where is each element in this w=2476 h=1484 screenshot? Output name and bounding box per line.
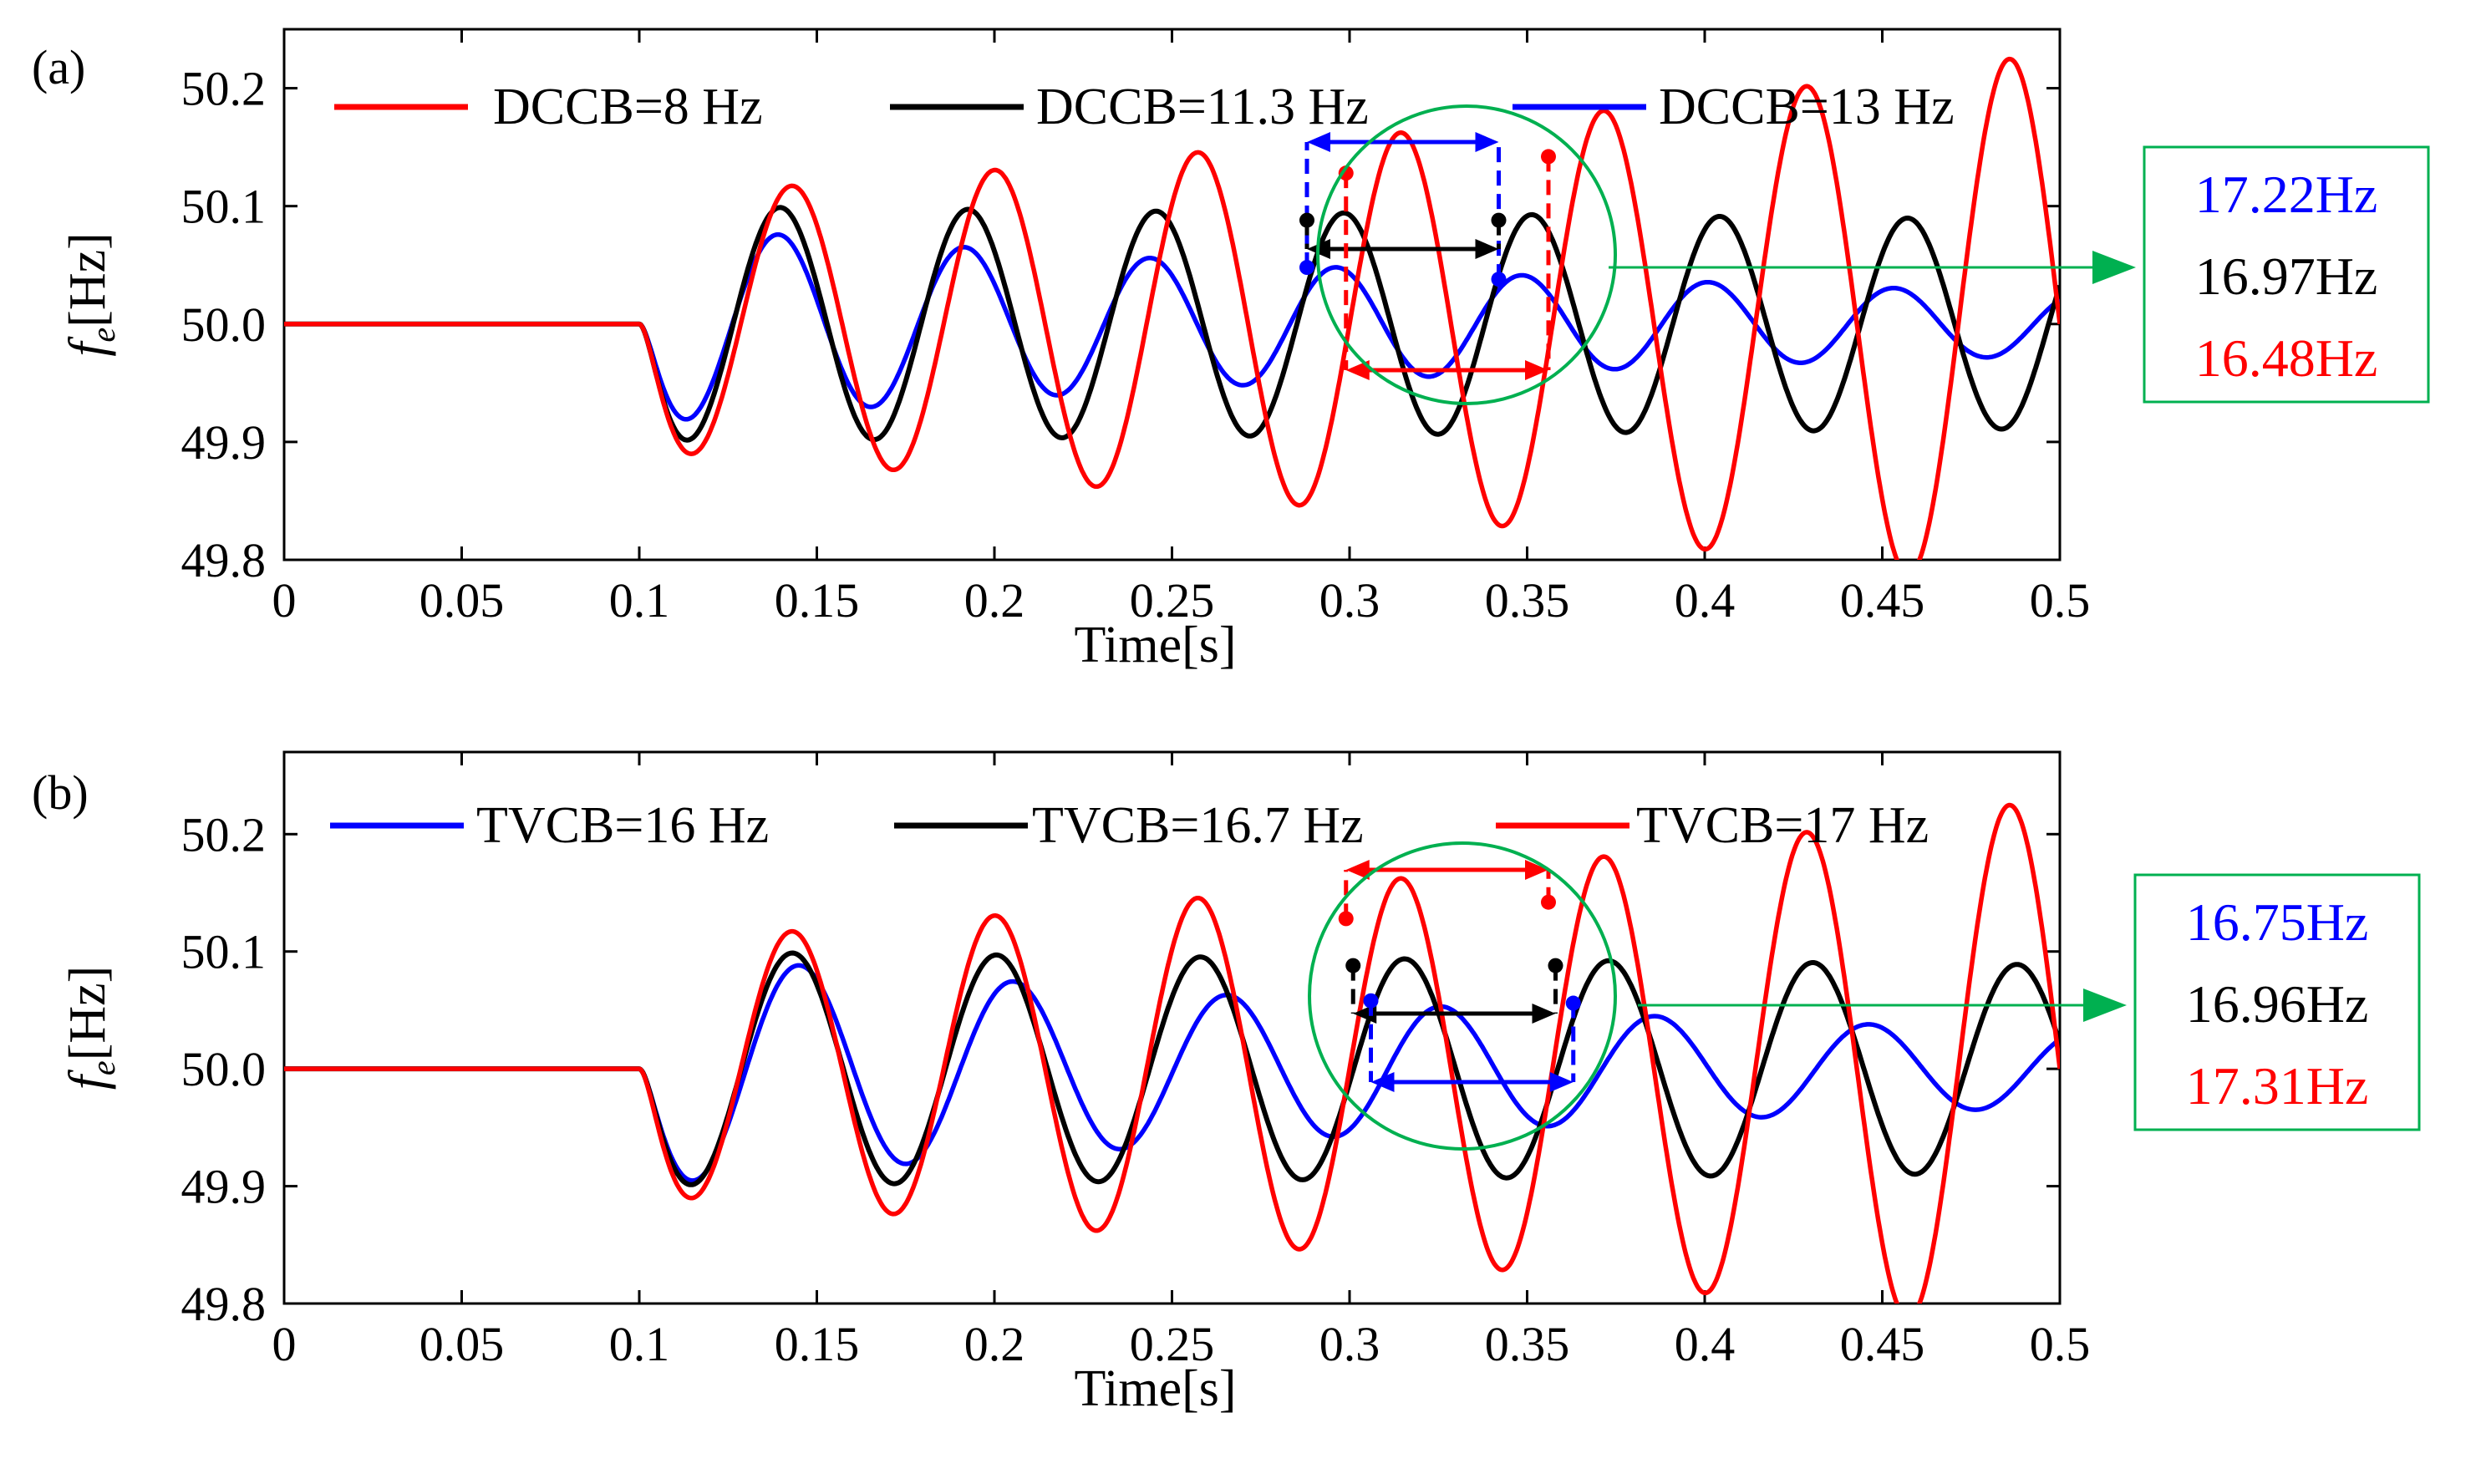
panel-label: (b) xyxy=(32,765,89,820)
series-line xyxy=(284,802,2060,1304)
x-tick-label: 0.4 xyxy=(1675,573,1736,628)
period-marker xyxy=(1338,860,1556,927)
x-tick-label: 0.45 xyxy=(1840,1317,1925,1371)
peak-dot xyxy=(1491,212,1507,228)
arrow-head-right xyxy=(1549,1072,1574,1092)
y-axis-label: fe[Hz] xyxy=(59,232,122,357)
highlight-circle xyxy=(1308,841,1617,1151)
x-tick-label: 0.1 xyxy=(609,573,670,628)
y-axis-label-unit: [Hz] xyxy=(59,966,116,1061)
y-tick-label: 49.8 xyxy=(181,1277,267,1331)
x-tick-label: 0.3 xyxy=(1319,1317,1380,1371)
legend-entry: TVCB=16 Hz xyxy=(476,797,769,854)
period-marker xyxy=(1345,958,1563,1024)
peak-dot xyxy=(1363,993,1379,1009)
peak-dot xyxy=(1338,165,1354,181)
arrow-head-right xyxy=(1532,1004,1556,1024)
chart-panel-b: (b) 0 0.05 0.1 0.15 0.2 0.25 0.3 0.35 0.4 0.45 0.5 5… xyxy=(32,750,2421,1417)
frequency-box xyxy=(2143,145,2430,404)
plot-area xyxy=(284,802,2060,1304)
panel-label: (a) xyxy=(32,40,85,94)
period-marker xyxy=(1299,132,1507,287)
x-tick-label: 0.25 xyxy=(1130,1317,1215,1371)
x-tick-label: 0 xyxy=(272,573,297,628)
x-tick-label: 0.05 xyxy=(419,573,505,628)
y-axis-label-subscript: e xyxy=(84,328,122,343)
frequency-label: 17.31Hz xyxy=(2186,1056,2369,1116)
peak-dot xyxy=(1541,149,1556,165)
x-tick-label: 0.15 xyxy=(775,1317,860,1371)
arrow-head-left xyxy=(1370,1072,1395,1092)
peak-dot xyxy=(1345,958,1361,973)
x-tick-label: 0.45 xyxy=(1840,573,1925,628)
y-axis-label-subscript: e xyxy=(84,1060,122,1075)
arrow-head-left xyxy=(1307,132,1330,152)
y-tick-label: 50.2 xyxy=(181,807,267,861)
legend-entry: TVCB=16.7 Hz xyxy=(1032,797,1364,854)
frequency-label: 16.75Hz xyxy=(2186,892,2369,952)
period-marker xyxy=(1338,149,1556,380)
legend-entry: TVCB=17 Hz xyxy=(1636,797,1929,854)
x-tick-label: 0.05 xyxy=(419,1317,505,1371)
arrow-head-left xyxy=(1345,360,1370,380)
frequency-label: 16.96Hz xyxy=(2186,974,2369,1034)
x-tick-label: 0.15 xyxy=(775,573,860,628)
arrow-head-left xyxy=(1345,860,1370,880)
x-tick-label: 0 xyxy=(272,1317,297,1371)
peak-dot xyxy=(1338,911,1354,927)
peak-dot xyxy=(1541,894,1556,910)
frequency-label: 16.48Hz xyxy=(2195,328,2378,388)
x-axis-label: Time[s] xyxy=(1074,617,1236,673)
x-tick-label: 0.2 xyxy=(964,573,1025,628)
series-line xyxy=(284,231,2060,422)
y-tick-label: 49.9 xyxy=(181,415,267,470)
legend-entry: DCCB=8 Hz xyxy=(493,79,763,135)
x-tick-label: 0.2 xyxy=(964,1317,1025,1371)
x-tick-label: 0.4 xyxy=(1675,1317,1736,1371)
y-axis-label-unit: [Hz] xyxy=(59,232,116,328)
y-tick-label: 50.0 xyxy=(181,297,267,352)
frequency-label: 17.22Hz xyxy=(2195,165,2378,224)
series-line xyxy=(284,56,2060,560)
legend-entry: DCCB=13 Hz xyxy=(1659,79,1955,135)
chart-panel-a: (a) 0 0.05 0.1 0.15 0.2 0.25 0.3 0.35 0.4 0.45 0.5 5… xyxy=(32,28,2430,673)
highlight-circle xyxy=(1316,104,1617,405)
peak-dot xyxy=(1491,272,1507,287)
legend-entry: DCCB=11.3 Hz xyxy=(1036,79,1369,135)
x-tick-label: 0.1 xyxy=(609,1317,670,1371)
y-tick-label: 50.1 xyxy=(181,180,267,234)
peak-dot xyxy=(1565,995,1581,1011)
arrow-head-right xyxy=(1475,132,1499,152)
frequency-box xyxy=(2133,873,2421,1131)
connector-arrow-head xyxy=(2092,251,2136,284)
y-tick-label: 49.9 xyxy=(181,1160,267,1214)
y-tick-label: 49.8 xyxy=(181,533,267,587)
arrow-head-right xyxy=(1475,239,1499,259)
y-tick-label: 50.2 xyxy=(181,62,267,116)
peak-dot xyxy=(1548,958,1563,973)
y-tick-label: 50.0 xyxy=(181,1042,267,1096)
x-tick-label: 0.5 xyxy=(2030,1317,2091,1371)
arrow-head-right xyxy=(1525,860,1548,880)
period-marker xyxy=(1363,993,1581,1092)
peak-dot xyxy=(1299,212,1314,228)
y-axis-label: fe[Hz] xyxy=(59,966,122,1090)
x-tick-label: 0.25 xyxy=(1130,573,1215,628)
plot-area xyxy=(284,56,2060,560)
x-tick-label: 0.35 xyxy=(1485,573,1570,628)
x-tick-label: 0.35 xyxy=(1485,1317,1570,1371)
y-tick-label: 50.1 xyxy=(181,925,267,979)
x-tick-label: 0.5 xyxy=(2030,573,2091,628)
x-axis-label: Time[s] xyxy=(1074,1360,1236,1417)
peak-dot xyxy=(1299,260,1314,276)
connector-arrow-head xyxy=(2083,988,2127,1022)
x-tick-label: 0.3 xyxy=(1319,573,1380,628)
frequency-label: 16.97Hz xyxy=(2195,246,2378,306)
arrow-head-right xyxy=(1525,360,1548,380)
